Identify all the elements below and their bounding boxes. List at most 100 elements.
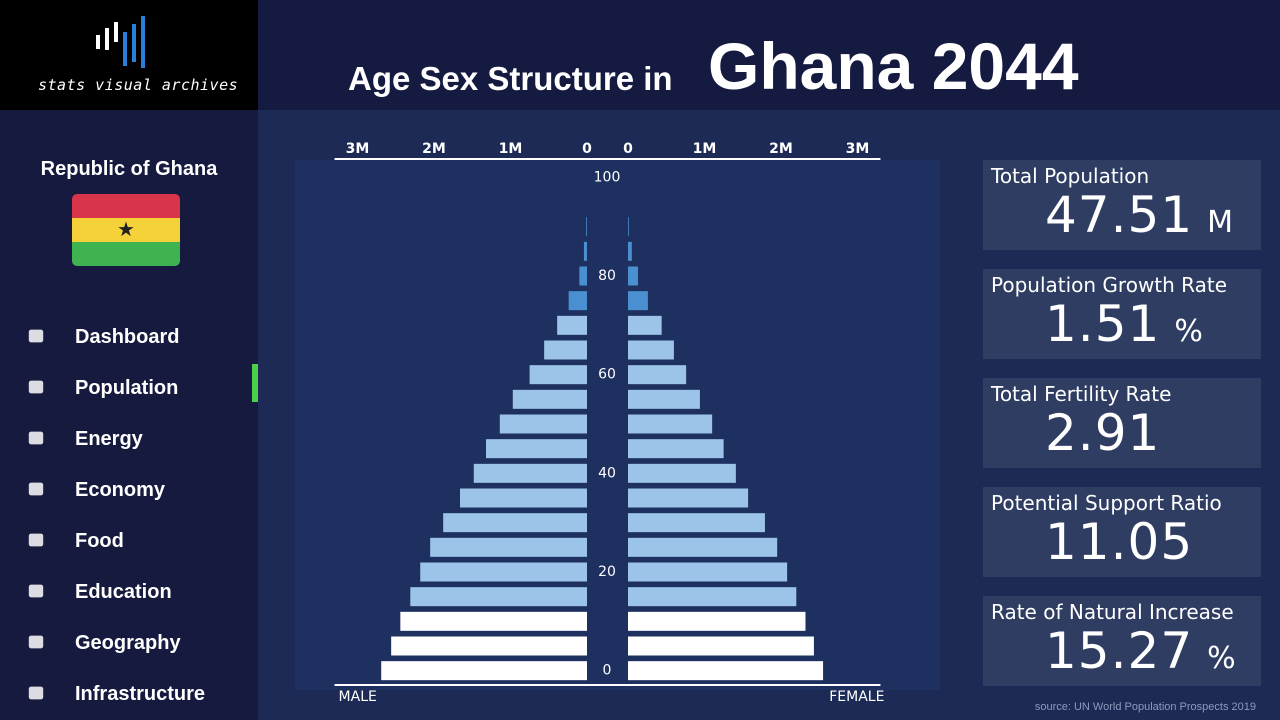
stat-unit: M (1207, 205, 1235, 240)
y-tick-label: 80 (598, 268, 616, 284)
bar-male (400, 611, 587, 631)
bar-male (579, 266, 587, 286)
bar-male (473, 463, 587, 483)
source: source: UN World Population Prospects 20… (1034, 701, 1256, 713)
y-tick-label: 0 (603, 663, 612, 679)
stat-card: Population Growth Rate 1.51% (983, 269, 1261, 359)
bar-male (443, 513, 587, 533)
legend-female: FEMALE (829, 689, 884, 705)
nav-icon (28, 380, 44, 394)
x-tick-label: 0 (582, 141, 592, 157)
stat-label: Total Fertility Rate (991, 382, 1172, 406)
stat-value: 1.51% (1045, 295, 1204, 353)
bar-female (628, 414, 713, 434)
bar-male (512, 389, 587, 409)
stat-unit: % (1207, 641, 1237, 676)
bar-male (529, 365, 587, 385)
x-tick-label: 1M (499, 141, 523, 157)
chart-bg (295, 160, 940, 690)
x-tick-label: 0 (623, 141, 633, 157)
stat-value: 47.51 M (1045, 186, 1234, 244)
stat-number: 2.91 (1045, 404, 1161, 462)
stat-unit: % (1174, 314, 1204, 349)
nav-item: Education (75, 581, 172, 603)
nav-item: Infrastructure (75, 683, 206, 705)
bar-male (381, 661, 587, 681)
stat-card: Rate of Natural Increase 15.27% (983, 596, 1261, 686)
bar-female (628, 537, 778, 557)
title-highlight: Ghana 2044 (708, 29, 1079, 103)
stat-card: Total Fertility Rate 2.91 (983, 378, 1261, 468)
bar-female (628, 463, 736, 483)
bar-female (628, 439, 724, 459)
brand: stats visual archives (38, 76, 239, 94)
x-tick-label: 2M (422, 141, 446, 157)
bar-female (628, 389, 700, 409)
title: Age Sex Structure in (348, 60, 673, 97)
logo: stats visual archives (0, 0, 258, 110)
stat-card: Potential Support Ratio 11.05 (983, 487, 1261, 577)
bar-male (486, 439, 587, 459)
nav-icon (28, 482, 44, 496)
bar-female (628, 513, 765, 533)
bar-female (628, 488, 749, 508)
stat-card: Total Population 47.51 M (983, 160, 1261, 250)
y-tick-label: 100 (594, 169, 621, 185)
stat-label: Potential Support Ratio (991, 491, 1222, 515)
nav-item: Dashboard (75, 326, 180, 348)
x-tick-label: 2M (769, 141, 793, 157)
nav-item: Energy (75, 428, 143, 450)
flag: ★ (72, 194, 180, 266)
bar-male (544, 340, 587, 360)
stat-number: 1.51 (1045, 295, 1161, 353)
stat-label: Total Population (991, 164, 1150, 188)
bar-male (420, 562, 587, 582)
nav-item: Food (75, 530, 124, 552)
nav-icon (28, 533, 44, 547)
logo-icon (96, 16, 145, 68)
x-tick-label: 3M (846, 141, 870, 157)
bar-male (499, 414, 587, 434)
nav-icon (28, 635, 44, 649)
bar-female (628, 661, 824, 681)
bar-female (628, 636, 814, 656)
stat-label: Population Growth Rate (991, 273, 1228, 297)
y-tick-label: 60 (598, 367, 616, 383)
stat-number: 11.05 (1045, 513, 1194, 571)
bar-female (628, 340, 674, 360)
bar-female (628, 241, 632, 261)
nav-icon (28, 431, 44, 445)
bar-male (583, 241, 587, 261)
bar-female (628, 562, 788, 582)
sidebar: Republic of Ghana ★ Dashboard Population E… (0, 110, 258, 720)
stat-value: 2.91 (1045, 404, 1160, 462)
header: Age Sex Structure in Ghana 2044 (258, 0, 1280, 110)
bar-female (628, 315, 662, 335)
bar-female (628, 291, 648, 311)
nav-item: Geography (75, 632, 181, 654)
bar-male (557, 315, 587, 335)
bar-male (460, 488, 587, 508)
x-tick-label: 1M (693, 141, 717, 157)
chart: 0 0 1M 1M 2M 2M 3M 3M 0 20 40 60 80 100 MALE FEMALE (295, 141, 940, 705)
stat-label: Rate of Natural Increase (991, 600, 1234, 624)
y-tick-label: 20 (598, 564, 616, 580)
bar-male (568, 291, 587, 311)
bar-male (586, 217, 587, 237)
x-tick-label: 3M (346, 141, 370, 157)
bar-female (628, 217, 629, 237)
y-tick-label: 40 (598, 465, 616, 481)
stat-number: 47.51 (1045, 186, 1194, 244)
bar-female (628, 365, 687, 385)
stat-number: 15.27 (1045, 622, 1194, 680)
country-name: Republic of Ghana (40, 158, 218, 180)
stat-value: 11.05 (1045, 513, 1193, 571)
bar-female (628, 266, 638, 286)
bar-female (628, 587, 797, 607)
bar-male (410, 587, 587, 607)
bar-male (430, 537, 587, 557)
nav-icon (28, 584, 44, 598)
nav-item: Economy (75, 479, 166, 501)
stat-value: 15.27% (1045, 622, 1237, 680)
